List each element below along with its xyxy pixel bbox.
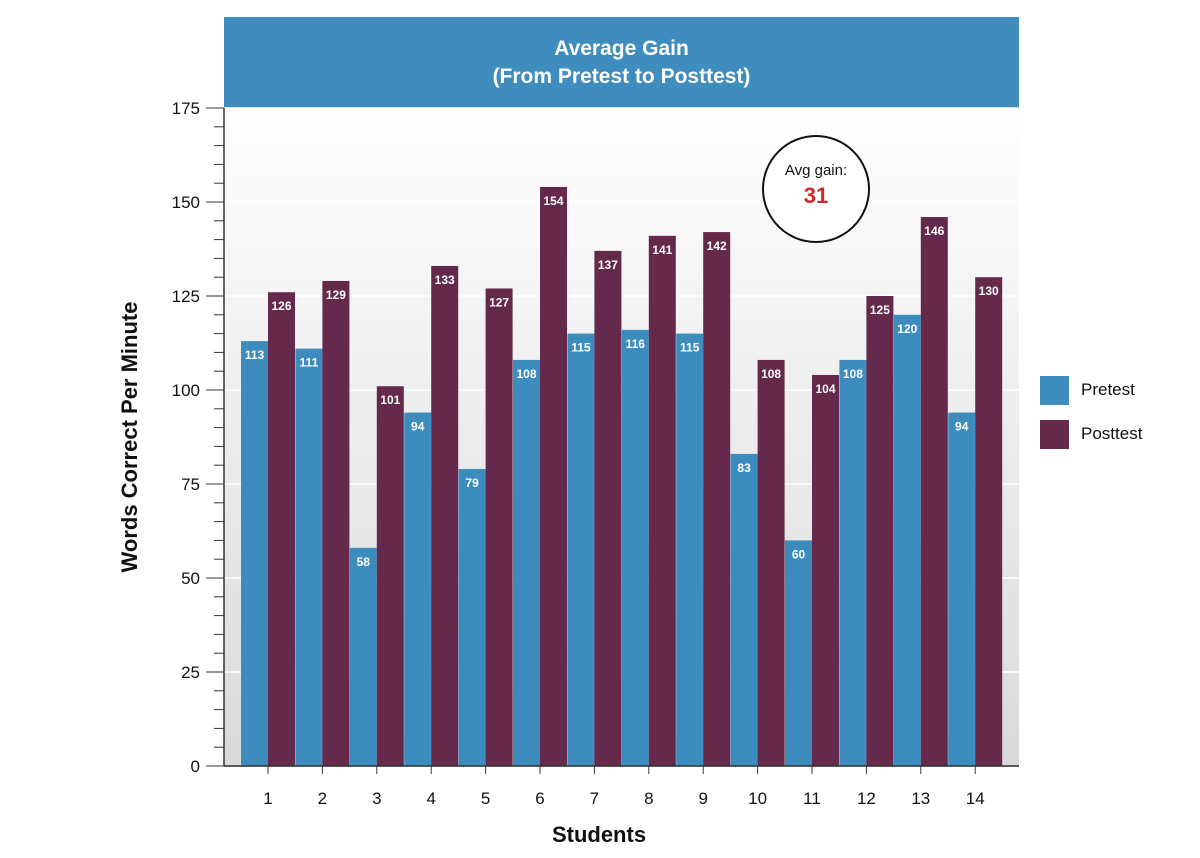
- bar-pretest-11: [785, 540, 812, 766]
- data-label-posttest-3: 101: [380, 393, 400, 407]
- data-label-pretest-5: 79: [465, 476, 479, 490]
- bars: [241, 186, 1003, 767]
- x-tick-label: 13: [911, 789, 930, 808]
- y-tick-label: 150: [172, 193, 200, 212]
- bar-pretest-5: [458, 468, 486, 766]
- bar-posttest-1: [268, 292, 295, 766]
- chart-title-band: Average Gain (From Pretest to Posttest): [224, 17, 1019, 108]
- data-label-posttest-1: 126: [271, 299, 291, 313]
- x-tick-label: 12: [857, 789, 876, 808]
- data-label-posttest-10: 108: [761, 367, 781, 381]
- data-label-posttest-12: 125: [870, 303, 890, 317]
- y-tick-label: 125: [172, 287, 200, 306]
- legend-item-pretest: Pretest: [1040, 375, 1135, 405]
- y-tick-label: 0: [191, 757, 200, 776]
- bar-pretest-7: [567, 333, 595, 766]
- x-tick-label: 2: [318, 789, 327, 808]
- bar-posttest-7: [594, 250, 622, 766]
- bar-posttest-11: [812, 374, 839, 766]
- chart-title: Average Gain: [554, 37, 689, 60]
- x-tick-label: 7: [590, 789, 599, 808]
- data-label-posttest-9: 142: [707, 239, 727, 253]
- data-label-pretest-14: 94: [955, 420, 969, 434]
- data-label-posttest-7: 137: [598, 258, 618, 272]
- bar-posttest-4: [431, 265, 459, 766]
- data-label-posttest-5: 127: [489, 295, 509, 309]
- x-tick-label: 11: [803, 789, 821, 808]
- bar-pretest-6: [513, 359, 540, 766]
- bar-pretest-13: [893, 314, 921, 766]
- bar-pretest-14: [948, 412, 976, 766]
- x-tick-label: 8: [644, 789, 653, 808]
- data-label-pretest-4: 94: [411, 420, 425, 434]
- y-tick-label: 25: [181, 663, 200, 682]
- data-label-pretest-11: 60: [792, 547, 806, 561]
- data-label-pretest-2: 111: [300, 356, 319, 370]
- bar-pretest-4: [404, 412, 432, 766]
- bar-pretest-2: [295, 348, 323, 766]
- data-label-posttest-14: 130: [979, 284, 999, 298]
- y-axis-label: Words Correct Per Minute: [117, 301, 142, 573]
- bar-posttest-12: [866, 296, 894, 766]
- data-label-pretest-3: 58: [357, 555, 371, 569]
- bar-posttest-13: [920, 217, 948, 767]
- x-tick-label: 3: [372, 789, 381, 808]
- legend-item-posttest: Posttest: [1040, 419, 1142, 449]
- avg-gain-value: 31: [803, 183, 829, 208]
- data-label-posttest-8: 141: [652, 243, 672, 257]
- bar-pretest-10: [730, 453, 758, 766]
- legend-label-posttest: Posttest: [1081, 424, 1143, 443]
- avg-gain-callout: Avg gain: 31: [762, 135, 870, 243]
- x-axis-label: Students: [551, 822, 647, 847]
- bar-posttest-2: [322, 280, 350, 766]
- bar-posttest-10: [757, 359, 785, 766]
- bar-pretest-8: [621, 329, 649, 766]
- bar-posttest-6: [540, 186, 567, 766]
- legend-swatch-posttest: [1040, 419, 1069, 449]
- data-label-posttest-4: 133: [435, 273, 455, 287]
- x-tick-label: 4: [426, 789, 435, 808]
- x-tick-label: 9: [698, 789, 707, 808]
- legend-label-pretest: Pretest: [1081, 380, 1135, 399]
- y-tick-label: 100: [172, 381, 200, 400]
- chart-subtitle: (From Pretest to Posttest): [492, 65, 751, 88]
- data-label-pretest-12: 108: [843, 367, 863, 381]
- bar-posttest-9: [703, 232, 731, 766]
- bar-pretest-12: [839, 359, 867, 766]
- x-tick-label: 10: [748, 789, 767, 808]
- data-label-posttest-2: 129: [326, 288, 346, 302]
- data-label-posttest-6: 154: [543, 194, 563, 208]
- x-tick-label: 6: [535, 789, 544, 808]
- bar-posttest-8: [648, 235, 676, 767]
- data-label-posttest-13: 146: [924, 224, 944, 238]
- data-label-pretest-6: 108: [516, 367, 536, 381]
- data-label-pretest-10: 83: [737, 461, 751, 475]
- bar-pretest-9: [676, 333, 704, 766]
- data-label-pretest-1: 113: [245, 348, 265, 362]
- data-label-pretest-13: 120: [897, 322, 917, 336]
- y-tick-label: 50: [181, 569, 200, 588]
- y-tick-label: 75: [181, 475, 200, 494]
- x-tick-label: 1: [263, 789, 272, 808]
- x-tick-label: 14: [966, 789, 985, 808]
- bar-posttest-5: [485, 288, 513, 766]
- data-label-pretest-7: 115: [571, 341, 591, 355]
- bar-pretest-1: [241, 341, 268, 766]
- data-label-posttest-11: 104: [815, 382, 835, 396]
- avg-gain-label: Avg gain:: [784, 162, 848, 179]
- x-tick-label: 5: [481, 789, 490, 808]
- data-label-pretest-9: 115: [680, 341, 700, 355]
- legend-swatch-pretest: [1040, 375, 1069, 405]
- data-label-pretest-8: 116: [626, 337, 646, 351]
- bar-posttest-3: [376, 386, 404, 766]
- bar-posttest-14: [975, 277, 1003, 766]
- data-labels: 113 126 111 129 58 101 94 133 79 127 108 154 115 137 1…: [245, 194, 999, 569]
- bar-pretest-3: [349, 547, 377, 766]
- y-tick-label: 175: [172, 99, 200, 118]
